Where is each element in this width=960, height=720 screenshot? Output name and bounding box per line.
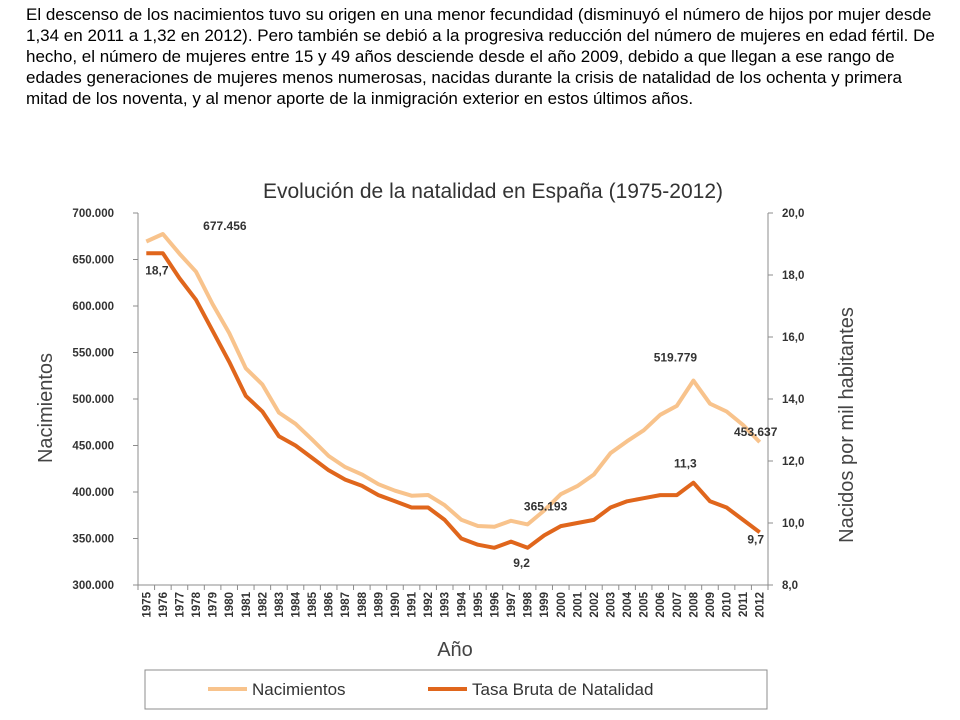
y-tick-label: 350.000 bbox=[72, 534, 114, 546]
x-tick-label: 1999 bbox=[539, 592, 551, 618]
y-tick-label: 700.000 bbox=[72, 208, 114, 220]
chart-lines bbox=[145, 232, 762, 550]
x-tick-label: 1982 bbox=[257, 592, 269, 618]
y2-axis-label: Nacidos por mil habitantes bbox=[836, 307, 858, 543]
data-annotation: 9,7 bbox=[747, 532, 764, 546]
x-tick-label: 1987 bbox=[340, 592, 352, 618]
y2-tick-label: 18,0 bbox=[782, 270, 804, 282]
x-tick-label: 1981 bbox=[241, 591, 253, 617]
x-tick-label: 2004 bbox=[622, 591, 634, 617]
x-tick-label: 1997 bbox=[506, 592, 518, 618]
x-tick-label: 1986 bbox=[324, 592, 336, 618]
x-tick-label: 1998 bbox=[523, 591, 535, 617]
x-tick-label: 2009 bbox=[705, 592, 717, 618]
y2-tick-label: 12,0 bbox=[782, 456, 804, 468]
x-tick-label: 2005 bbox=[639, 591, 651, 617]
x-tick-label: 2012 bbox=[755, 592, 767, 618]
x-tick-label: 1995 bbox=[473, 591, 485, 617]
data-annotation: 453.637 bbox=[734, 425, 778, 439]
x-tick-label: 2000 bbox=[556, 592, 568, 618]
x-tick-label: 1991 bbox=[407, 591, 419, 617]
series-line-nacimientos bbox=[145, 232, 762, 529]
x-tick-label: 2001 bbox=[572, 591, 584, 617]
x-tick-label: 1988 bbox=[357, 591, 369, 617]
x-tick-label: 1993 bbox=[440, 592, 452, 618]
x-tick-label: 1990 bbox=[390, 592, 402, 618]
legend: Nacimientos Tasa Bruta de Natalidad bbox=[144, 669, 768, 710]
x-tick-label: 2007 bbox=[672, 592, 684, 618]
data-annotation: 519.779 bbox=[654, 351, 698, 365]
x-tick-label: 1976 bbox=[158, 592, 170, 618]
y-tick-label: 400.000 bbox=[72, 487, 114, 499]
x-tick-label: 1977 bbox=[174, 592, 186, 618]
y-axis-label: Nacimientos bbox=[35, 353, 57, 463]
data-annotation: 18,7 bbox=[145, 263, 169, 277]
data-annotation: 365.193 bbox=[524, 499, 568, 513]
x-tick-label: 2003 bbox=[606, 592, 618, 618]
x-tick-label: 1994 bbox=[456, 591, 468, 617]
y-tick-label: 650.000 bbox=[72, 255, 114, 267]
y-tick-label: 550.000 bbox=[72, 348, 114, 360]
x-tick-label: 1978 bbox=[191, 591, 203, 617]
y-tick-label: 450.000 bbox=[72, 441, 114, 453]
x-tick-label: 1979 bbox=[208, 592, 220, 618]
y2-tick-label: 14,0 bbox=[782, 394, 804, 406]
x-tick-label: 1996 bbox=[489, 592, 501, 618]
x-tick-label: 1975 bbox=[141, 591, 153, 617]
data-annotation: 11,3 bbox=[674, 457, 697, 471]
data-annotation: 9,2 bbox=[513, 556, 530, 570]
x-tick-label: 1989 bbox=[373, 592, 385, 618]
legend-label-nacimientos: Nacimientos bbox=[252, 680, 346, 699]
x-tick-label: 1980 bbox=[224, 592, 236, 618]
y-tick-label: 500.000 bbox=[72, 394, 114, 406]
x-tick-label: 2010 bbox=[722, 592, 734, 618]
y2-tick-label: 20,0 bbox=[782, 208, 804, 220]
y2-tick-label: 10,0 bbox=[782, 518, 804, 530]
chart-title: Evolución de la natalidad en España (197… bbox=[263, 180, 723, 203]
y-tick-label: 600.000 bbox=[72, 301, 114, 313]
x-tick-label: 2008 bbox=[688, 591, 700, 617]
y-tick-label: 300.000 bbox=[72, 580, 114, 592]
x-tick-label: 2011 bbox=[738, 591, 750, 617]
x-tick-label: 2002 bbox=[589, 592, 601, 618]
y2-tick-label: 8,0 bbox=[782, 580, 798, 592]
x-tick-label: 1985 bbox=[307, 591, 319, 617]
series-line-tasa bbox=[146, 251, 761, 550]
y2-tick-label: 16,0 bbox=[782, 332, 804, 344]
x-axis-label: Año bbox=[437, 639, 473, 661]
x-tick-label: 1992 bbox=[423, 592, 435, 618]
data-annotation: 677.456 bbox=[203, 219, 247, 233]
intro-paragraph: El descenso de los nacimientos tuvo su o… bbox=[26, 5, 935, 108]
chart-annotations: 677.456 18,7 365.193 9,2 519.779 11,3 453.637 9… bbox=[145, 219, 778, 570]
legend-label-tasa: Tasa Bruta de Natalidad bbox=[472, 680, 653, 699]
x-tick-label: 1984 bbox=[291, 591, 303, 617]
chart-axes: 300.000 350.000 400.000 450.000 500.000 550.0… bbox=[72, 208, 804, 618]
x-tick-label: 1983 bbox=[274, 592, 286, 618]
x-tick-label: 2006 bbox=[655, 592, 667, 618]
